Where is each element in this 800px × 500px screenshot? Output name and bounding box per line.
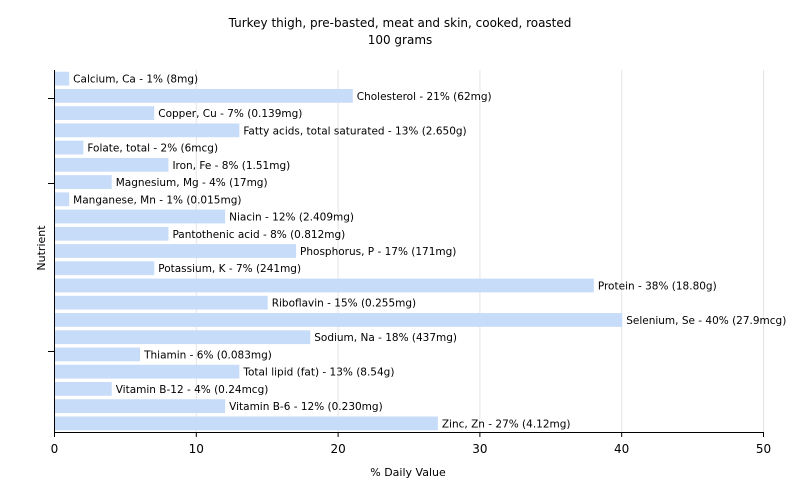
bar-label: Vitamin B-6 - 12% (0.230mg): [229, 401, 383, 413]
bar-label: Iron, Fe - 8% (1.51mg): [172, 160, 290, 172]
bar: [55, 295, 268, 310]
bar-label: Niacin - 12% (2.409mg): [229, 212, 354, 224]
bar-label: Vitamin B-12 - 4% (0.24mcg): [116, 384, 269, 396]
bar: [55, 209, 226, 224]
bar: [55, 261, 155, 276]
bar: [55, 71, 70, 86]
x-tick-label: 10: [189, 442, 204, 456]
bar: [55, 416, 438, 431]
axes: 0 10 20 30 40 50: [48, 70, 771, 456]
x-axis-title: % Daily Value: [370, 466, 446, 479]
bar-label: Zinc, Zn - 27% (4.12mg): [442, 418, 571, 430]
bar-label: Sodium, Na - 18% (437mg): [314, 332, 457, 344]
bar: [55, 399, 226, 414]
x-tick-label: 40: [614, 442, 629, 456]
bar-label: Cholesterol - 21% (62mg): [357, 91, 492, 103]
bar: [55, 226, 169, 241]
bar-label: Selenium, Se - 40% (27.9mcg): [626, 315, 786, 327]
bar: [55, 244, 297, 258]
bar-label: Manganese, Mn - 1% (0.015mg): [73, 194, 241, 206]
bar-label: Riboflavin - 15% (0.255mg): [272, 298, 416, 310]
bar: [55, 347, 141, 362]
x-tick-label: 50: [756, 442, 771, 456]
bar: [55, 175, 112, 189]
bars: Calcium, Ca - 1% (8mg) Cholesterol - 21% …: [55, 71, 786, 431]
bar: [55, 106, 155, 120]
bar-label: Thiamin - 6% (0.083mg): [143, 349, 272, 361]
chart-subtitle: 100 grams: [368, 33, 433, 47]
bar-label: Potassium, K - 7% (241mg): [158, 263, 301, 275]
bar-label: Protein - 38% (18.80g): [598, 280, 717, 292]
bar: [55, 192, 70, 207]
x-tick-label: 20: [330, 442, 345, 456]
bar-label: Phosphorus, P - 17% (171mg): [300, 246, 456, 258]
bar-label: Total lipid (fat) - 13% (8.54g): [242, 367, 394, 379]
bar: [55, 88, 353, 103]
bar: [55, 330, 311, 345]
y-axis-title: Nutrient: [35, 225, 48, 271]
bar-label: Pantothenic acid - 8% (0.812mg): [172, 229, 345, 241]
bar: [55, 364, 240, 379]
bar: [55, 157, 169, 172]
bar: [55, 123, 240, 138]
bar-label: Folate, total - 2% (6mcg): [87, 143, 218, 155]
chart-title: Turkey thigh, pre-basted, meat and skin,…: [228, 16, 572, 30]
bar: [55, 278, 594, 293]
bar-label: Copper, Cu - 7% (0.139mg): [158, 108, 302, 120]
bar-label: Fatty acids, total saturated - 13% (2.65…: [243, 125, 466, 137]
x-tick-label: 30: [472, 442, 487, 456]
bar-label: Magnesium, Mg - 4% (17mg): [116, 177, 268, 189]
bar: [55, 140, 84, 155]
bar: [55, 313, 623, 327]
bar-label: Calcium, Ca - 1% (8mg): [73, 74, 198, 86]
bar: [55, 382, 112, 396]
x-tick-label: 0: [51, 442, 59, 456]
